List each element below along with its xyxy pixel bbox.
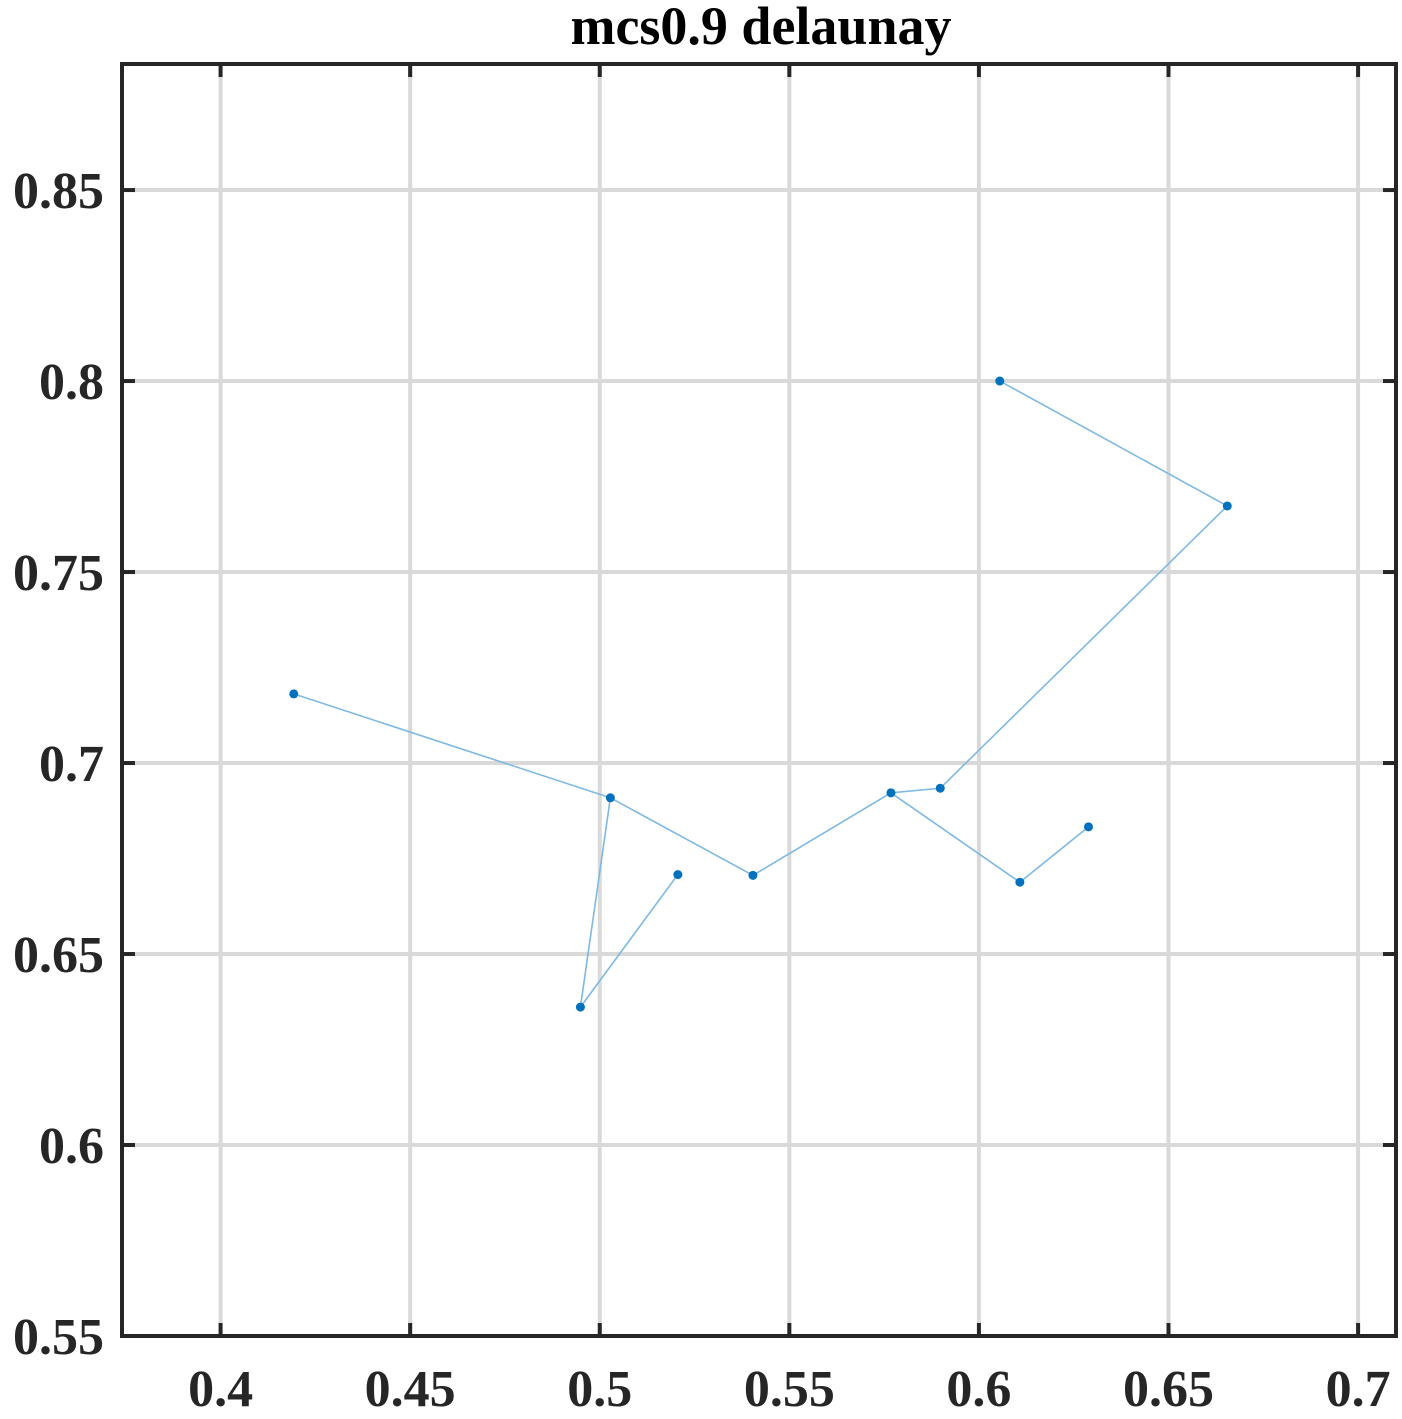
point-layer: [289, 376, 1232, 1012]
y-tick-label-2: 0.65: [13, 927, 104, 984]
edge-segment-9: [1019, 826, 1089, 883]
edge-segment-2: [890, 787, 941, 794]
data-point-5: [605, 793, 615, 803]
edge-segment-1: [939, 505, 1228, 789]
edge-segment-8: [890, 792, 1021, 883]
tick-label-layer: 0.4 0.45 0.5 0.55 0.6 0.65 0.7 0.55 0.6 0.65 0.7 0.…: [13, 163, 1391, 1418]
edge-segment-0: [999, 380, 1228, 507]
y-tick-label-0: 0.55: [13, 1309, 104, 1366]
data-point-6: [1083, 822, 1093, 832]
data-point-2: [289, 689, 299, 699]
axes-layer: [120, 62, 1398, 1338]
y-tick-label-6: 0.85: [13, 163, 104, 220]
x-tick-label-0: 0.4: [188, 1361, 253, 1414]
x-tick-label-1: 0.45: [365, 1361, 456, 1414]
data-point-9: [1015, 877, 1025, 887]
data-point-0: [995, 376, 1005, 386]
data-point-7: [673, 870, 683, 880]
x-tick-label-3: 0.55: [744, 1361, 835, 1414]
grid-layer: [122, 64, 1396, 1338]
data-point-8: [748, 870, 758, 880]
data-point-3: [935, 783, 945, 793]
edge-segment-7: [579, 874, 679, 1008]
x-tick-label-5: 0.65: [1123, 1361, 1214, 1414]
edge-segment-5: [293, 693, 611, 799]
data-point-1: [1222, 501, 1232, 511]
y-tick-label-3: 0.7: [39, 736, 104, 793]
x-tick-label-6: 0.7: [1326, 1361, 1391, 1414]
x-tick-label-2: 0.5: [567, 1361, 632, 1414]
data-point-10: [575, 1002, 585, 1012]
edge-segment-3: [752, 792, 892, 877]
chart-title: mcs0.9 delaunay: [570, 0, 951, 56]
data-point-4: [886, 788, 896, 798]
y-tick-label-4: 0.75: [13, 545, 104, 602]
edge-segment-4: [609, 797, 754, 877]
y-tick-label-1: 0.6: [39, 1118, 104, 1175]
x-tick-label-4: 0.6: [946, 1361, 1011, 1414]
segment-layer: [293, 380, 1228, 1008]
edge-segment-6: [579, 797, 612, 1008]
axes-box: [120, 62, 1398, 1338]
y-tick-label-5: 0.8: [39, 354, 104, 411]
